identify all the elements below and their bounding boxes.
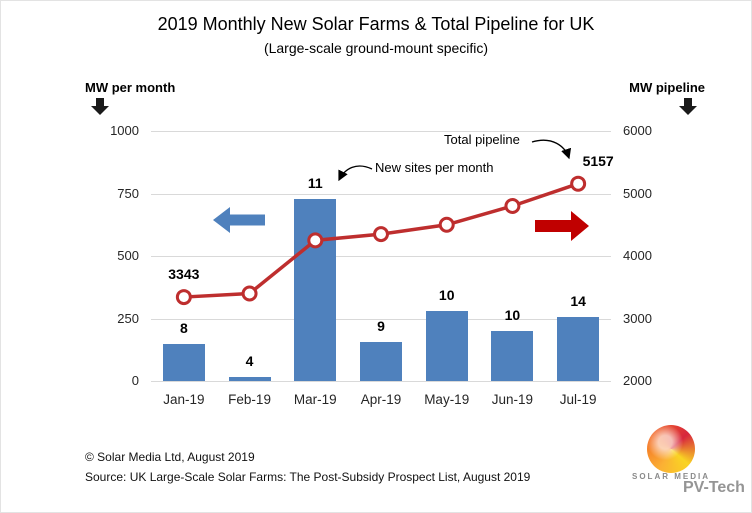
bar-Apr-19 xyxy=(360,342,402,381)
right-axis-tick: 6000 xyxy=(623,123,652,138)
bar-Mar-19 xyxy=(294,198,337,381)
left-axis-title: MW per month xyxy=(85,80,176,95)
gridline xyxy=(151,193,611,195)
pv-tech-watermark: PV-Tech xyxy=(683,479,745,496)
total-pipeline-annotation: Total pipeline xyxy=(444,132,520,147)
bar-count-label: 4 xyxy=(245,353,254,370)
line-right-axis-arrow-icon xyxy=(535,211,589,241)
copyright-text: © Solar Media Ltd, August 2019 xyxy=(85,450,255,464)
right-axis-title: MW pipeline xyxy=(629,80,705,95)
bar-Jul-19 xyxy=(557,317,600,381)
bar-count-label: 11 xyxy=(307,174,323,191)
solar-media-logo xyxy=(647,425,695,473)
left-axis-tick: 0 xyxy=(131,373,139,388)
line-marker xyxy=(373,226,389,243)
gridline xyxy=(151,131,611,132)
x-axis-label: Mar-19 xyxy=(293,392,337,407)
line-marker xyxy=(175,289,192,306)
pipeline-line-series xyxy=(175,175,587,306)
gridline xyxy=(151,381,611,382)
new-sites-annotation: New sites per month xyxy=(375,160,494,175)
bar-Jun-19 xyxy=(491,331,534,381)
bar-Feb-19 xyxy=(228,377,271,381)
bar-count-label: 10 xyxy=(504,307,521,323)
bar-count-label: 10 xyxy=(438,287,455,303)
x-axis-label: Apr-19 xyxy=(360,392,402,407)
right-axis-tick: 3000 xyxy=(623,310,652,326)
chart-title: 2019 Monthly New Solar Farms & Total Pip… xyxy=(157,14,595,34)
solar-media-logo-text: SOLAR MEDIA xyxy=(632,472,710,481)
chart-subtitle: (Large-scale ground-mount specific) xyxy=(263,40,489,56)
bar-May-19 xyxy=(425,311,468,381)
line-marker xyxy=(241,285,258,302)
right-axis-tick: 4000 xyxy=(623,248,652,263)
gridline xyxy=(151,318,611,320)
left-axis-tick: 750 xyxy=(117,185,139,201)
plot-area xyxy=(151,131,611,382)
bar-count-label: 8 xyxy=(179,319,188,336)
x-axis-label: Jan-19 xyxy=(163,392,205,407)
gridline xyxy=(151,256,611,257)
line-last-value: 5157 xyxy=(582,152,614,169)
right-axis-tick: 5000 xyxy=(623,185,652,201)
left-axis-tick: 250 xyxy=(117,310,139,326)
x-axis-label: Jun-19 xyxy=(491,392,534,407)
bar-count-label: 9 xyxy=(377,318,385,335)
x-axis-label: Jul-19 xyxy=(559,392,597,407)
bar-Jan-19 xyxy=(162,343,205,381)
line-first-value: 3343 xyxy=(168,266,200,283)
line-marker xyxy=(438,216,455,233)
bar-count-label: 14 xyxy=(570,293,586,310)
left-axis-down-arrow-icon xyxy=(91,98,109,115)
line-marker xyxy=(307,232,324,249)
bars-left-axis-arrow-icon xyxy=(213,207,265,233)
line-marker xyxy=(504,198,521,214)
line-marker xyxy=(570,175,587,192)
x-axis-label: May-19 xyxy=(424,392,470,407)
x-axis-label: Feb-19 xyxy=(228,392,271,407)
source-text: Source: UK Large-Scale Solar Farms: The … xyxy=(85,470,531,484)
right-axis-tick: 2000 xyxy=(623,373,652,388)
right-axis-down-arrow-icon xyxy=(679,98,697,115)
left-axis-tick: 1000 xyxy=(110,123,139,138)
left-axis-tick: 500 xyxy=(117,248,139,263)
